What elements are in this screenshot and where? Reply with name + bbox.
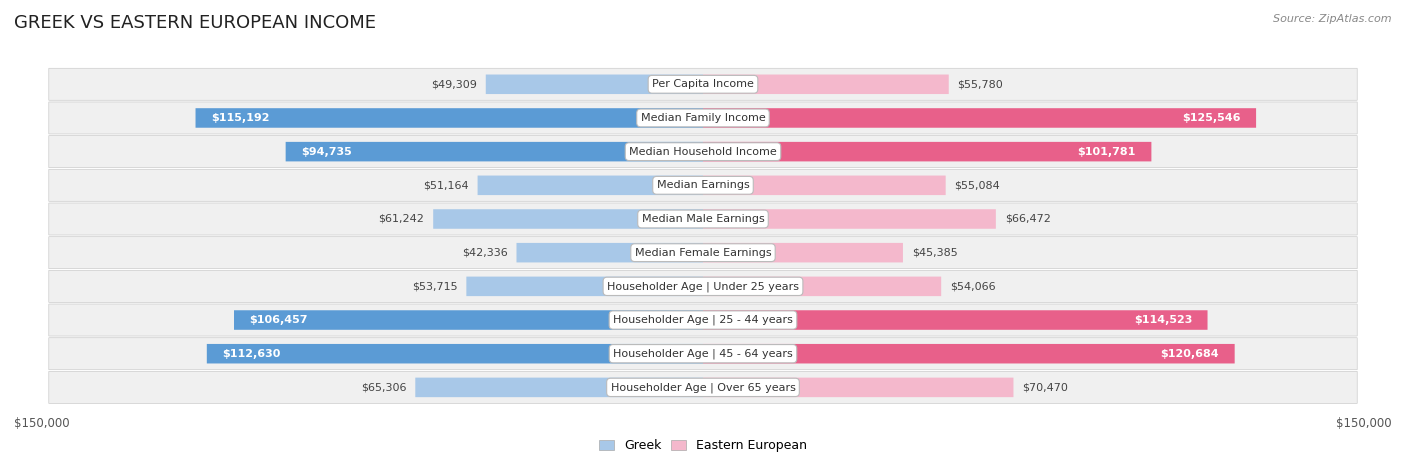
FancyBboxPatch shape bbox=[478, 176, 703, 195]
FancyBboxPatch shape bbox=[485, 75, 703, 94]
Text: $65,306: $65,306 bbox=[361, 382, 406, 392]
FancyBboxPatch shape bbox=[703, 378, 1014, 397]
Text: $101,781: $101,781 bbox=[1077, 147, 1136, 156]
Text: Householder Age | 45 - 64 years: Householder Age | 45 - 64 years bbox=[613, 348, 793, 359]
FancyBboxPatch shape bbox=[703, 209, 995, 229]
Text: Median Family Income: Median Family Income bbox=[641, 113, 765, 123]
Text: Median Male Earnings: Median Male Earnings bbox=[641, 214, 765, 224]
Text: $125,546: $125,546 bbox=[1182, 113, 1240, 123]
Legend: Greek, Eastern European: Greek, Eastern European bbox=[593, 434, 813, 457]
FancyBboxPatch shape bbox=[703, 310, 1208, 330]
Text: Source: ZipAtlas.com: Source: ZipAtlas.com bbox=[1274, 14, 1392, 24]
FancyBboxPatch shape bbox=[49, 203, 1357, 235]
Text: Householder Age | Under 25 years: Householder Age | Under 25 years bbox=[607, 281, 799, 291]
FancyBboxPatch shape bbox=[285, 142, 703, 162]
FancyBboxPatch shape bbox=[49, 102, 1357, 134]
Text: $106,457: $106,457 bbox=[249, 315, 308, 325]
Text: Median Earnings: Median Earnings bbox=[657, 180, 749, 191]
Text: $115,192: $115,192 bbox=[211, 113, 270, 123]
FancyBboxPatch shape bbox=[703, 243, 903, 262]
FancyBboxPatch shape bbox=[703, 176, 946, 195]
FancyBboxPatch shape bbox=[49, 304, 1357, 336]
Text: GREEK VS EASTERN EUROPEAN INCOME: GREEK VS EASTERN EUROPEAN INCOME bbox=[14, 14, 375, 32]
Text: Householder Age | Over 65 years: Householder Age | Over 65 years bbox=[610, 382, 796, 393]
FancyBboxPatch shape bbox=[49, 135, 1357, 168]
Text: $55,084: $55,084 bbox=[955, 180, 1000, 191]
Text: $42,336: $42,336 bbox=[463, 248, 508, 258]
FancyBboxPatch shape bbox=[49, 371, 1357, 403]
Text: Per Capita Income: Per Capita Income bbox=[652, 79, 754, 89]
FancyBboxPatch shape bbox=[703, 344, 1234, 363]
Text: $51,164: $51,164 bbox=[423, 180, 468, 191]
FancyBboxPatch shape bbox=[703, 75, 949, 94]
FancyBboxPatch shape bbox=[703, 108, 1256, 128]
Text: $94,735: $94,735 bbox=[301, 147, 352, 156]
FancyBboxPatch shape bbox=[516, 243, 703, 262]
FancyBboxPatch shape bbox=[195, 108, 703, 128]
Text: $54,066: $54,066 bbox=[950, 281, 995, 291]
FancyBboxPatch shape bbox=[49, 170, 1357, 201]
Text: $70,470: $70,470 bbox=[1022, 382, 1069, 392]
FancyBboxPatch shape bbox=[703, 276, 941, 296]
FancyBboxPatch shape bbox=[233, 310, 703, 330]
FancyBboxPatch shape bbox=[703, 142, 1152, 162]
Text: $112,630: $112,630 bbox=[222, 349, 281, 359]
FancyBboxPatch shape bbox=[467, 276, 703, 296]
Text: $45,385: $45,385 bbox=[911, 248, 957, 258]
FancyBboxPatch shape bbox=[49, 270, 1357, 302]
FancyBboxPatch shape bbox=[207, 344, 703, 363]
FancyBboxPatch shape bbox=[433, 209, 703, 229]
Text: $66,472: $66,472 bbox=[1005, 214, 1050, 224]
Text: $120,684: $120,684 bbox=[1160, 349, 1219, 359]
Text: Median Female Earnings: Median Female Earnings bbox=[634, 248, 772, 258]
Text: Householder Age | 25 - 44 years: Householder Age | 25 - 44 years bbox=[613, 315, 793, 325]
FancyBboxPatch shape bbox=[49, 338, 1357, 370]
Text: $55,780: $55,780 bbox=[957, 79, 1004, 89]
FancyBboxPatch shape bbox=[49, 68, 1357, 100]
Text: Median Household Income: Median Household Income bbox=[628, 147, 778, 156]
Text: $114,523: $114,523 bbox=[1133, 315, 1192, 325]
Text: $49,309: $49,309 bbox=[432, 79, 477, 89]
FancyBboxPatch shape bbox=[415, 378, 703, 397]
Text: $61,242: $61,242 bbox=[378, 214, 425, 224]
FancyBboxPatch shape bbox=[49, 237, 1357, 269]
Text: $53,715: $53,715 bbox=[412, 281, 457, 291]
